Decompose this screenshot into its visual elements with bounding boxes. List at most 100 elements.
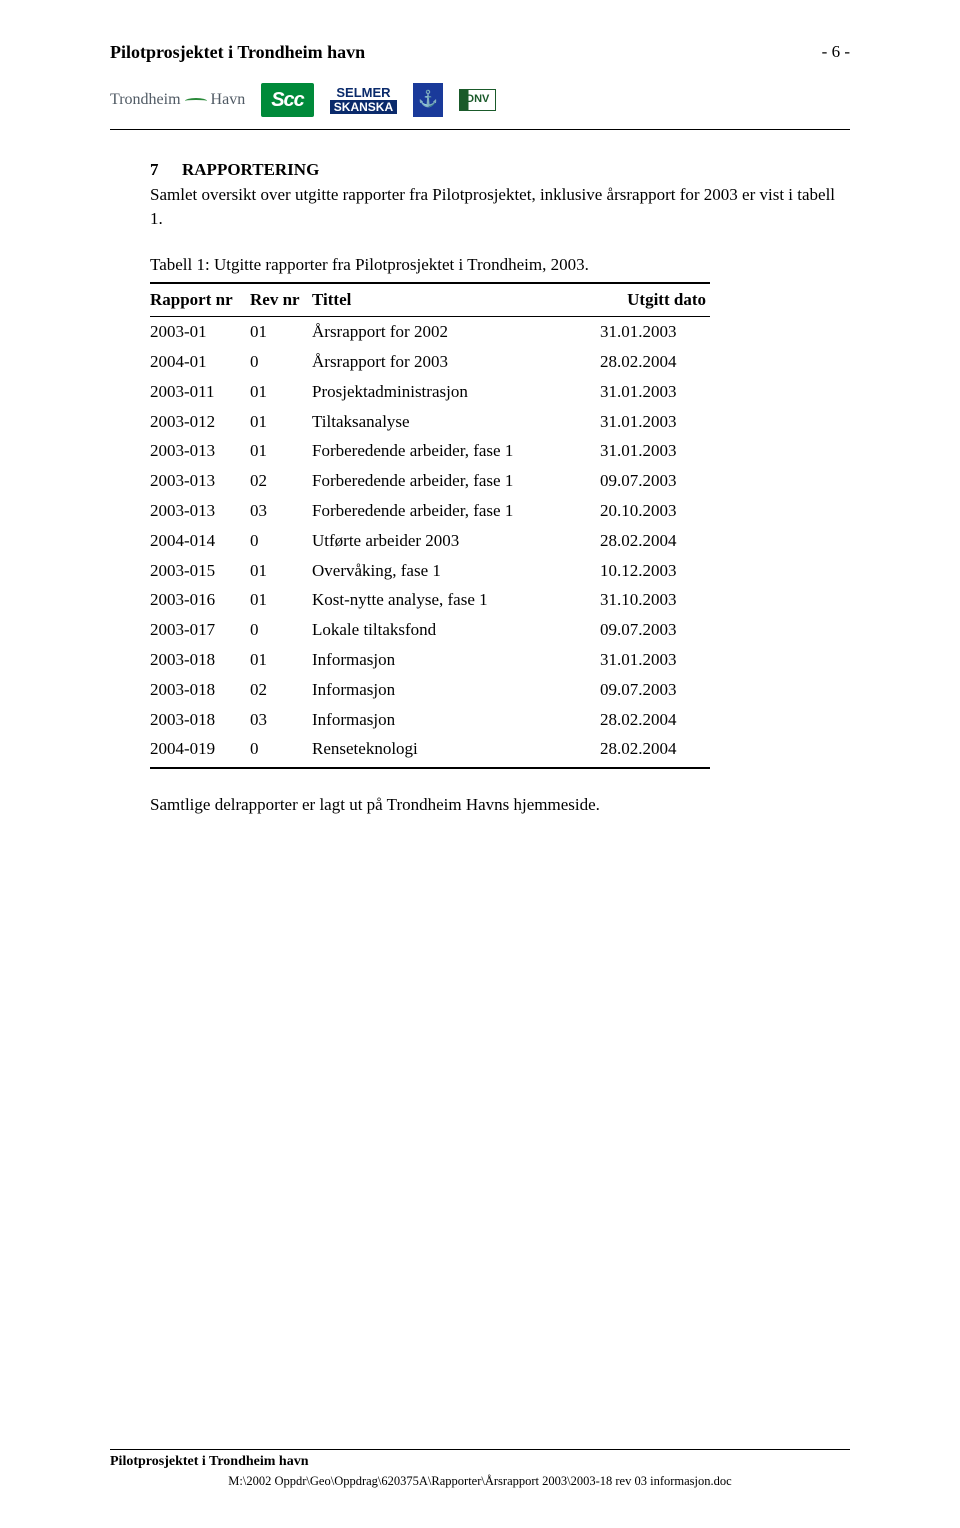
table-cell: 09.07.2003 (600, 615, 710, 645)
table-cell: 2003-016 (150, 585, 250, 615)
table-cell: 01 (250, 377, 312, 407)
table-cell: Årsrapport for 2002 (312, 317, 600, 347)
table-cell: 01 (250, 317, 312, 347)
table-cell: Årsrapport for 2003 (312, 347, 600, 377)
dnv-logo: DNV (459, 89, 496, 110)
table-cell: Informasjon (312, 705, 600, 735)
table-row: 2003-0101Årsrapport for 200231.01.2003 (150, 317, 710, 347)
table-cell: 31.01.2003 (600, 407, 710, 437)
logo-text-left: Trondheim (110, 89, 181, 111)
table-cell: 31.01.2003 (600, 436, 710, 466)
table-cell: 2003-018 (150, 675, 250, 705)
table-cell: Prosjektadministrasjon (312, 377, 600, 407)
table-cell: 28.02.2004 (600, 734, 710, 768)
table-row: 2003-01302Forberedende arbeider, fase 10… (150, 466, 710, 496)
table-cell: 02 (250, 675, 312, 705)
header-divider (110, 129, 850, 130)
table-cell: 2003-018 (150, 645, 250, 675)
table-cell: 20.10.2003 (600, 496, 710, 526)
col-utgitt-dato: Utgitt dato (600, 283, 710, 316)
table-cell: 01 (250, 556, 312, 586)
table-cell: Kost-nytte analyse, fase 1 (312, 585, 600, 615)
table-row: 2003-01301Forberedende arbeider, fase 13… (150, 436, 710, 466)
table-cell: 28.02.2004 (600, 526, 710, 556)
col-rapport-nr: Rapport nr (150, 283, 250, 316)
table-row: 2003-01101Prosjektadministrasjon31.01.20… (150, 377, 710, 407)
table-row: 2003-01501Overvåking, fase 110.12.2003 (150, 556, 710, 586)
table-cell: 31.01.2003 (600, 377, 710, 407)
table-cell: 09.07.2003 (600, 675, 710, 705)
table-cell: 09.07.2003 (600, 466, 710, 496)
table-cell: 03 (250, 496, 312, 526)
table-cell: 2003-013 (150, 496, 250, 526)
table-cell: 2003-013 (150, 466, 250, 496)
table-cell: 31.01.2003 (600, 317, 710, 347)
table-row: 2003-01803Informasjon28.02.2004 (150, 705, 710, 735)
logo-text-right: Havn (211, 89, 246, 111)
anchor-logo: ⚓ (413, 83, 443, 117)
col-rev-nr: Rev nr (250, 283, 312, 316)
table-cell: 10.12.2003 (600, 556, 710, 586)
selmer-skanska-logo: SELMER SKANSKA (330, 86, 397, 114)
scc-logo: Scc (261, 83, 314, 117)
table-cell: 2003-011 (150, 377, 250, 407)
table-cell: 2003-012 (150, 407, 250, 437)
table-cell: Informasjon (312, 675, 600, 705)
table-cell: 2004-019 (150, 734, 250, 768)
table-row: 2003-01802Informasjon09.07.2003 (150, 675, 710, 705)
table-cell: 01 (250, 585, 312, 615)
document-title: Pilotprosjektet i Trondheim havn (110, 40, 365, 65)
footer-title: Pilotprosjektet i Trondheim havn (110, 1452, 850, 1472)
table-row: 2003-0170Lokale tiltaksfond09.07.2003 (150, 615, 710, 645)
table-row: 2003-01303Forberedende arbeider, fase 12… (150, 496, 710, 526)
table-cell: Utførte arbeider 2003 (312, 526, 600, 556)
footer-divider (110, 1449, 850, 1450)
table-row: 2004-0140Utførte arbeider 200328.02.2004 (150, 526, 710, 556)
table-cell: 01 (250, 407, 312, 437)
table-caption: Tabell 1: Utgitte rapporter fra Pilotpro… (150, 253, 850, 277)
section-title: RAPPORTERING (182, 160, 319, 179)
footer-file-path: M:\2002 Oppdr\Geo\Oppdrag\620375A\Rappor… (110, 1473, 850, 1491)
table-cell: 2003-017 (150, 615, 250, 645)
table-cell: 2003-013 (150, 436, 250, 466)
table-cell: Informasjon (312, 645, 600, 675)
col-tittel: Tittel (312, 283, 600, 316)
table-cell: Overvåking, fase 1 (312, 556, 600, 586)
intro-paragraph: Samlet oversikt over utgitte rapporter f… (150, 183, 850, 231)
table-cell: 0 (250, 526, 312, 556)
page-number: - 6 - (822, 40, 850, 64)
table-row: 2003-01201Tiltaksanalyse31.01.2003 (150, 407, 710, 437)
table-cell: 28.02.2004 (600, 705, 710, 735)
table-cell: Renseteknologi (312, 734, 600, 768)
table-cell: 31.10.2003 (600, 585, 710, 615)
after-table-note: Samtlige delrapporter er lagt ut på Tron… (150, 793, 850, 817)
skanska-text: SKANSKA (330, 100, 397, 114)
table-header-row: Rapport nr Rev nr Tittel Utgitt dato (150, 283, 710, 316)
table-row: 2004-010Årsrapport for 200328.02.2004 (150, 347, 710, 377)
reports-table: Rapport nr Rev nr Tittel Utgitt dato 200… (150, 282, 710, 769)
section-heading: 7RAPPORTERING (150, 158, 850, 182)
table-cell: 01 (250, 436, 312, 466)
table-cell: 0 (250, 347, 312, 377)
table-row: 2004-0190Renseteknologi28.02.2004 (150, 734, 710, 768)
logo-strip: Trondheim Havn Scc SELMER SKANSKA ⚓ DNV (110, 83, 850, 117)
table-cell: 2004-014 (150, 526, 250, 556)
table-cell: Tiltaksanalyse (312, 407, 600, 437)
table-cell: 0 (250, 615, 312, 645)
wave-icon (185, 96, 207, 104)
table-cell: 2003-018 (150, 705, 250, 735)
selmer-text: SELMER (330, 86, 397, 99)
table-cell: 02 (250, 466, 312, 496)
table-cell: Forberedende arbeider, fase 1 (312, 496, 600, 526)
table-cell: 28.02.2004 (600, 347, 710, 377)
table-cell: 2003-015 (150, 556, 250, 586)
trondheim-havn-logo: Trondheim Havn (110, 89, 245, 111)
table-cell: 2003-01 (150, 317, 250, 347)
table-cell: Lokale tiltaksfond (312, 615, 600, 645)
table-cell: 2004-01 (150, 347, 250, 377)
page-footer: Pilotprosjektet i Trondheim havn M:\2002… (110, 1449, 850, 1490)
table-cell: 03 (250, 705, 312, 735)
table-cell: Forberedende arbeider, fase 1 (312, 466, 600, 496)
table-row: 2003-01601Kost-nytte analyse, fase 131.1… (150, 585, 710, 615)
section-number: 7 (150, 158, 182, 182)
